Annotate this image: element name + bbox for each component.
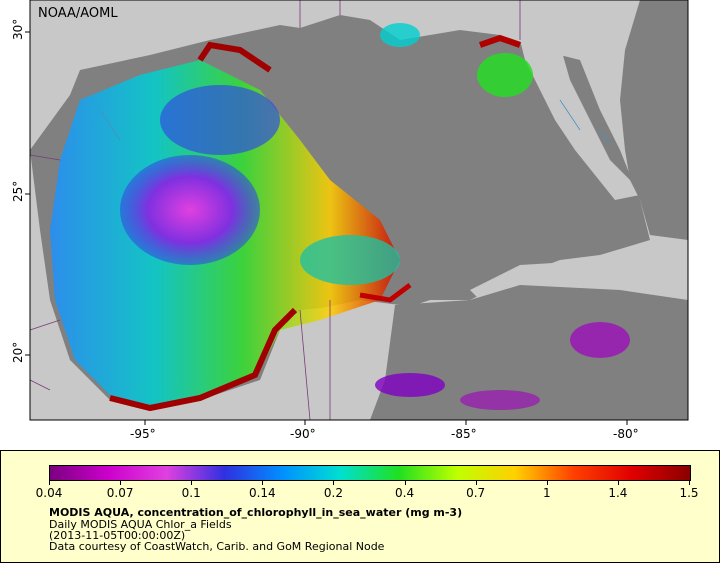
coastal-high-chl-yuc	[359, 283, 412, 303]
colorbar-tick-label: 0.2	[323, 486, 343, 500]
caribbean-patch-3	[460, 390, 540, 410]
border-lines	[29, 0, 521, 421]
colorbar-tick-label: 1.4	[608, 486, 628, 500]
chlorophyll-ne	[380, 23, 420, 47]
lat-ticks	[25, 31, 30, 356]
legend-panel: 0.04 0.07 0.1 0.14 0.2 0.4 0.7 1 1.4 1.5 MODIS AQ…	[0, 450, 720, 563]
colorbar-tick-mark	[49, 480, 50, 485]
colorbar-tick-mark	[475, 480, 477, 485]
yucatan-land	[290, 300, 400, 420]
chlorophyll-fl-shelf	[477, 53, 533, 97]
colorbar-tick-mark	[120, 480, 122, 485]
lon-label-90: -90°	[290, 427, 316, 441]
colorbar-tick-mark	[191, 480, 193, 485]
legend-line2: Daily MODIS AQUA Chlor_a Fields	[49, 518, 232, 531]
river-lines	[99, 99, 611, 146]
colorbar-tick-label: 0.7	[466, 486, 486, 500]
lat-label-30: 30°	[11, 19, 25, 40]
colorbar-tick-mark	[404, 480, 406, 485]
lat-label-25: 25°	[11, 181, 25, 202]
colorbar-tick-label: 0.04	[35, 486, 63, 500]
lon-label-95: -95°	[130, 427, 156, 441]
colorbar-tick-mark	[617, 480, 619, 485]
coastal-high-chl-north	[197, 41, 272, 73]
colorbar-tick-label: 1	[542, 486, 551, 500]
colorbar-tick-mark	[689, 480, 690, 485]
caribbean-patch-2	[570, 322, 630, 358]
legend-line3: (2013-11-05T00:00:00Z)	[49, 529, 186, 542]
coastal-high-chl-west	[109, 307, 298, 412]
colorbar-tick-label: 1.5	[679, 486, 699, 500]
colorbar	[49, 465, 691, 481]
legend-line4: Data courtesy of CoastWatch, Carib. and …	[49, 540, 385, 553]
chlorophyll-map: 30° 25° 20° -95° -90° -85° -80° NOAA/AOM…	[11, 0, 689, 441]
atlantic-ocean	[620, 0, 688, 240]
coastal-high-chl-fl	[479, 34, 521, 48]
colorbar-tick-label: 0.1	[181, 486, 201, 500]
colorbar-tick-label: 0.07	[106, 486, 134, 500]
caribbean-ocean	[370, 285, 688, 420]
lat-label-20: 20°	[11, 342, 25, 363]
chlorophyll-east	[300, 235, 400, 285]
colorbar-tick-mark	[262, 480, 264, 485]
credit-label: NOAA/AOML	[38, 6, 118, 21]
colorbar-tick-label: 0.4	[395, 486, 415, 500]
colorbar-tick-label: 0.14	[248, 486, 276, 500]
florida-land	[520, 40, 640, 200]
colorbar-tick-mark	[333, 480, 335, 485]
lon-label-80: -80°	[613, 427, 639, 441]
chlorophyll-north	[160, 85, 280, 155]
lon-label-85: -85°	[451, 427, 477, 441]
colorbar-tick-mark	[546, 480, 548, 485]
cuba-land	[470, 262, 650, 300]
plot-frame	[29, 0, 689, 421]
caribbean-patch-1	[375, 373, 445, 397]
legend-title: MODIS AQUA, concentration_of_chlorophyll…	[49, 506, 463, 519]
lon-ticks	[144, 420, 628, 425]
chlorophyll-core	[120, 155, 260, 265]
